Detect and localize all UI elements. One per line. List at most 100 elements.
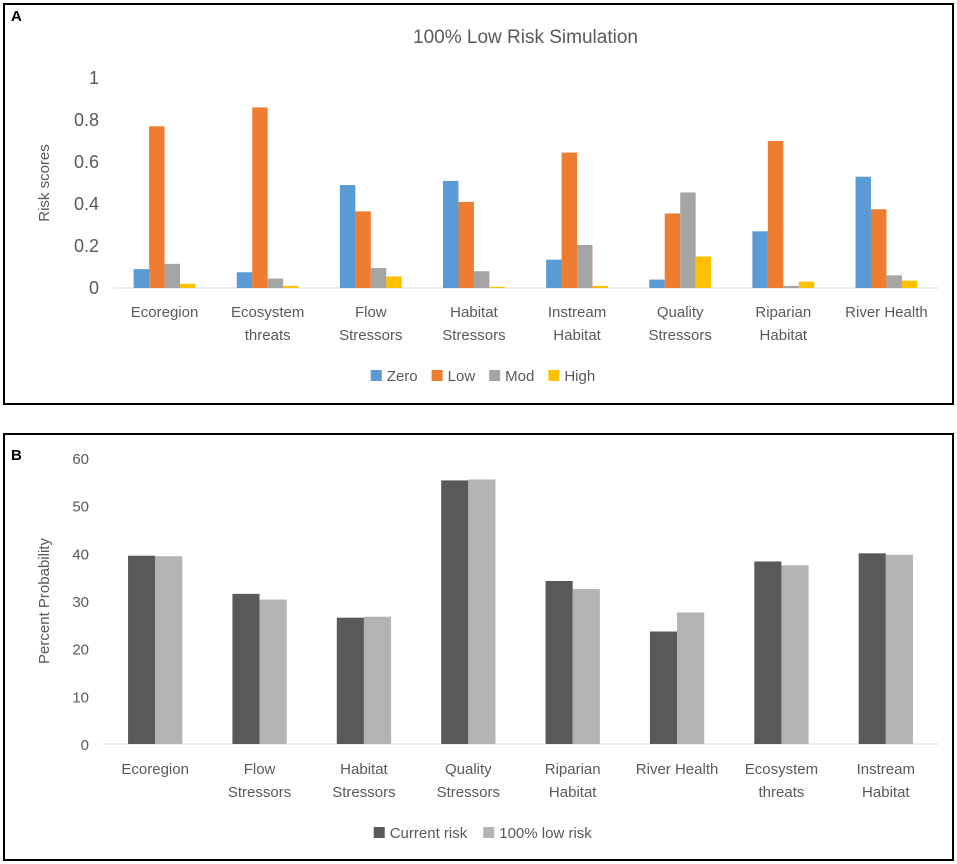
bar-mod-6: [783, 285, 799, 288]
x-tick-label: Stressors: [649, 327, 712, 344]
bar-low-7: [870, 209, 887, 288]
y-tick-label: 30: [72, 594, 89, 611]
bar-high-2: [386, 276, 402, 288]
bar-100-low-risk-0: [155, 556, 183, 744]
y-tick-label: 0: [89, 278, 99, 298]
bar-current-risk-0: [128, 555, 156, 744]
legend-swatch: [373, 827, 385, 838]
bar-high-5: [695, 256, 712, 288]
legend: Current risk 100% low risk: [373, 825, 592, 842]
x-tick-label: Ecoregion: [131, 304, 199, 321]
x-tick-label: Habitat: [760, 327, 808, 344]
y-tick-label: 0: [81, 737, 89, 754]
bar-mod-2: [370, 268, 387, 288]
panel-a: A 100% Low Risk Simulation Risk scores 0 0.…: [3, 3, 954, 405]
y-tick-label: 40: [72, 546, 89, 563]
bar-current-risk-6: [754, 561, 782, 744]
x-tick-label: Instream: [857, 761, 915, 778]
legend-entry: High: [564, 368, 595, 385]
x-tick-label: Instream: [548, 304, 606, 321]
x-tick-label: threats: [245, 327, 291, 344]
bar-zero-6: [752, 231, 768, 288]
bar-mod-4: [577, 244, 593, 288]
legend-swatch: [489, 370, 501, 381]
x-tick-label: threats: [759, 784, 805, 801]
x-tick-label: Quality: [445, 761, 492, 778]
x-tick-label: Riparian: [545, 761, 601, 778]
bar-100-low-risk-7: [885, 554, 913, 744]
y-tick-label: 0.8: [74, 110, 99, 130]
y-tick-label: 0.2: [74, 236, 99, 256]
bar-100-low-risk-5: [677, 612, 705, 744]
x-tick-label: Stressors: [332, 784, 395, 801]
bar-low-6: [767, 141, 784, 288]
x-tick-label: Habitat: [450, 304, 498, 321]
x-tick-label: Habitat: [549, 784, 597, 801]
legend-entry: Mod: [505, 368, 534, 385]
bar-100-low-risk-3: [468, 479, 496, 744]
y-tick-label: 0.4: [74, 194, 99, 214]
bar-current-risk-5: [649, 631, 678, 744]
x-tick-label: Habitat: [340, 761, 388, 778]
x-tick-label: Flow: [355, 304, 387, 321]
legend-entry: Low: [448, 368, 476, 385]
y-tick-label: 10: [72, 689, 89, 706]
bar-mod-5: [680, 192, 696, 288]
x-tick-label: Quality: [657, 304, 704, 321]
legend-entry: Zero: [387, 368, 418, 385]
bar-low-5: [664, 213, 681, 288]
bar-zero-3: [443, 180, 459, 288]
bar-zero-2: [339, 185, 356, 288]
bar-current-risk-2: [336, 617, 364, 744]
x-tick-label: Flow: [244, 761, 276, 778]
bar-low-1: [252, 107, 268, 289]
bar-zero-1: [236, 272, 253, 288]
legend-swatch: [483, 827, 495, 838]
bar-high-3: [489, 286, 505, 288]
bar-zero-0: [133, 269, 150, 288]
x-tick-label: River Health: [845, 304, 928, 321]
bar-current-risk-3: [441, 480, 469, 744]
bar-low-0: [149, 126, 165, 288]
x-tick-label: Ecosystem: [745, 761, 818, 778]
bar-high-4: [592, 285, 608, 288]
bar-100-low-risk-1: [259, 599, 287, 744]
y-tick-label: 20: [72, 642, 89, 659]
y-axis-label: Percent Probability: [36, 538, 53, 664]
chart-a: 100% Low Risk Simulation Risk scores 0 0.2 0…: [36, 27, 938, 385]
x-tick-label: River Health: [636, 761, 719, 778]
bar-high-6: [798, 281, 815, 288]
legend-swatch: [548, 370, 560, 381]
bar-high-1: [283, 285, 299, 288]
y-tick-label: 1: [89, 68, 99, 88]
bar-current-risk-7: [858, 553, 886, 744]
x-tick-label: Ecoregion: [121, 761, 189, 778]
panel-a-label: A: [11, 8, 22, 25]
legend-entry: 100% low risk: [499, 825, 592, 842]
bar-100-low-risk-6: [781, 565, 809, 744]
panel-b: B Percent Probability 0 10 20 30 40 50 60 Ecoreg…: [3, 433, 954, 861]
bar-mod-7: [886, 275, 902, 288]
x-tick-label: Stressors: [437, 784, 500, 801]
y-tick-label: 0.6: [74, 152, 99, 172]
y-tick-label: 50: [72, 499, 89, 516]
bar-high-0: [180, 283, 196, 288]
bar-zero-7: [855, 176, 871, 288]
bar-high-7: [901, 280, 918, 288]
panel-b-label: B: [11, 447, 22, 464]
x-tick-label: Stressors: [442, 327, 505, 344]
bar-mod-0: [164, 263, 181, 288]
bar-current-risk-1: [232, 593, 260, 744]
x-tick-label: Stressors: [339, 327, 402, 344]
bar-100-low-risk-4: [572, 589, 600, 744]
legend-swatch: [431, 370, 443, 381]
legend-entry: Current risk: [390, 825, 468, 842]
bar-100-low-risk-2: [363, 616, 392, 744]
x-tick-label: Stressors: [228, 784, 291, 801]
chart-b: Percent Probability 0 10 20 30 40 50 60 Ecoregio…: [36, 451, 938, 842]
bar-low-3: [458, 201, 474, 288]
bar-low-4: [561, 152, 578, 288]
x-tick-label: Habitat: [553, 327, 601, 344]
x-tick-label: Ecosystem: [231, 304, 304, 321]
y-axis-label: Risk scores: [36, 144, 53, 222]
